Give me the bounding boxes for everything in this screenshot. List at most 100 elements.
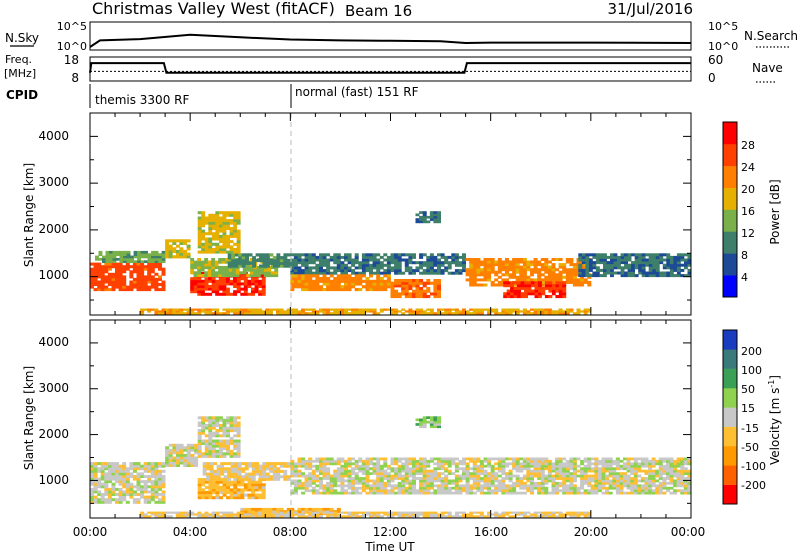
power-cells-cell-9: [479, 263, 484, 267]
power-cells-cell-3: [208, 287, 213, 291]
vel-cells-cell-5: [505, 464, 509, 468]
vel-cells-cell-5: [572, 467, 577, 471]
vel-cells-cell-1: [165, 453, 170, 457]
power-cells-cell-12: [358, 308, 363, 311]
power-cells-cell-5: [238, 264, 243, 268]
power-cells-cell-6: [333, 253, 338, 257]
power-cells-cell-11: [638, 268, 643, 272]
power-cells-cell-9: [572, 280, 577, 284]
vel-cells-cell-4: [462, 484, 466, 488]
vel-cells-cell-5: [472, 464, 477, 468]
power-cells-cell-9: [505, 273, 509, 277]
vel-cells-cell-8: [236, 426, 241, 430]
power-cells-cell-1: [151, 255, 155, 259]
vel-cells-cell-0: [154, 467, 159, 471]
vel-cells-cell-7: [165, 515, 170, 518]
vel-cells-cell-0: [97, 480, 102, 484]
power-cells-cell-7: [369, 285, 373, 289]
vel-cells-cell-8: [219, 444, 223, 448]
vel-cells-cell-5: [598, 469, 602, 473]
power-cells-cell-12: [447, 310, 452, 313]
power-cells-cell-7: [365, 288, 370, 292]
power-cells-cell-2: [175, 252, 180, 256]
power-cells-cell-9: [505, 258, 509, 261]
vel-cells-cell-9: [422, 416, 427, 419]
vel-cells-cell-5: [655, 462, 660, 466]
vel-cells-cell-0: [122, 495, 127, 499]
vel-cells-cell-5: [676, 472, 681, 475]
vel-cells-cell-5: [680, 464, 685, 468]
power-cells-cell-0: [122, 275, 127, 279]
vel-cells-cell-4: [322, 477, 327, 480]
vel-cells-cell-5: [648, 464, 653, 468]
vel-cells-cell-4: [361, 467, 366, 471]
vel-cells-cell-4: [365, 472, 370, 475]
power-cells-cell-12: [254, 312, 259, 315]
vel-cells-cell-7: [429, 515, 434, 518]
power-cells-cell-9: [540, 283, 545, 287]
vel-cells-cell-6: [297, 507, 302, 511]
vel-cells-cell-5: [651, 477, 656, 480]
power-cells-cell-8: [390, 289, 395, 293]
power-cells-cell-12: [265, 312, 270, 315]
vel-cells-cell-5: [637, 491, 642, 495]
vel-cells-cell-0: [107, 500, 112, 504]
power-cells-cell-6: [308, 253, 313, 257]
vel-cells-cell-7: [140, 515, 145, 518]
vel-cells-cell-0: [104, 490, 109, 494]
vel-cells-cell-7: [408, 511, 413, 514]
vel-cells-cell-4: [369, 486, 373, 490]
vel-cells-cell-4: [333, 481, 338, 485]
vel-cells-cell-6: [254, 510, 259, 513]
vel-cells-cell-7: [501, 515, 506, 518]
vel-cells-cell-4: [390, 477, 395, 480]
vel-cells-cell-1: [176, 451, 180, 455]
vel-cells-cell-0: [104, 482, 109, 486]
power-cells-cell-14: [219, 211, 223, 215]
power-cells-cell-8: [422, 295, 427, 299]
vel-cells-cell-5: [587, 479, 592, 483]
vel-cells-cell-5: [587, 474, 592, 478]
power-cells-cell-11: [627, 271, 632, 275]
power-cells-cell-11: [652, 268, 657, 272]
power-cells-cell-0: [161, 280, 166, 284]
power-cells-cell-11: [581, 268, 586, 272]
power-cells-cell-11: [666, 263, 671, 267]
vel-cells-cell-3: [283, 477, 288, 481]
power-cells-cell-6: [365, 263, 370, 267]
power-cells-cell-6: [397, 261, 402, 265]
vel-cells-cell-7: [497, 513, 502, 516]
power-cells-cell-9: [540, 265, 545, 269]
power-cells-cell-10: [558, 281, 563, 285]
vel-cells-cell-1: [172, 459, 177, 462]
power-cells-cell-10: [510, 289, 514, 293]
power-cells-cell-9: [515, 268, 520, 272]
vel-cells-cell-5: [623, 479, 627, 483]
vel-cells-cell-0: [125, 480, 130, 484]
vel-cells-cell-5: [683, 489, 688, 493]
vel-cells-cell-1: [183, 453, 188, 457]
vel-cells-cell-1: [194, 443, 199, 447]
power-cells-cell-11: [617, 261, 621, 265]
power-cells-cell-9: [497, 260, 502, 264]
power-cells-cell-4: [200, 266, 205, 270]
vel-cells-cell-5: [644, 481, 649, 485]
power-cells-cell-0: [129, 285, 134, 289]
vel-cells-cell-5: [640, 486, 645, 490]
vel-cells-cell-2: [211, 485, 216, 489]
power-cells-cell-6: [451, 253, 456, 257]
vel-cells-cell-1: [194, 446, 199, 450]
power-cells-cell-6: [386, 255, 391, 259]
power-cells-cell-12: [565, 308, 570, 311]
vel-cells-cell-4: [308, 481, 313, 485]
power-cells-cell-5: [245, 256, 249, 260]
vel-cells-cell-3: [237, 472, 242, 476]
power-cells-cell-0: [104, 288, 109, 292]
power-cells-cell-0: [125, 285, 130, 289]
power-cells-cell-12: [487, 312, 492, 315]
power-cells-cell-0: [93, 277, 98, 281]
vel-cells-cell-1: [183, 464, 188, 467]
power-cells-cell-14: [208, 219, 213, 223]
power-cells-cell-4: [190, 263, 195, 267]
vel-cells-cell-3: [213, 462, 218, 466]
